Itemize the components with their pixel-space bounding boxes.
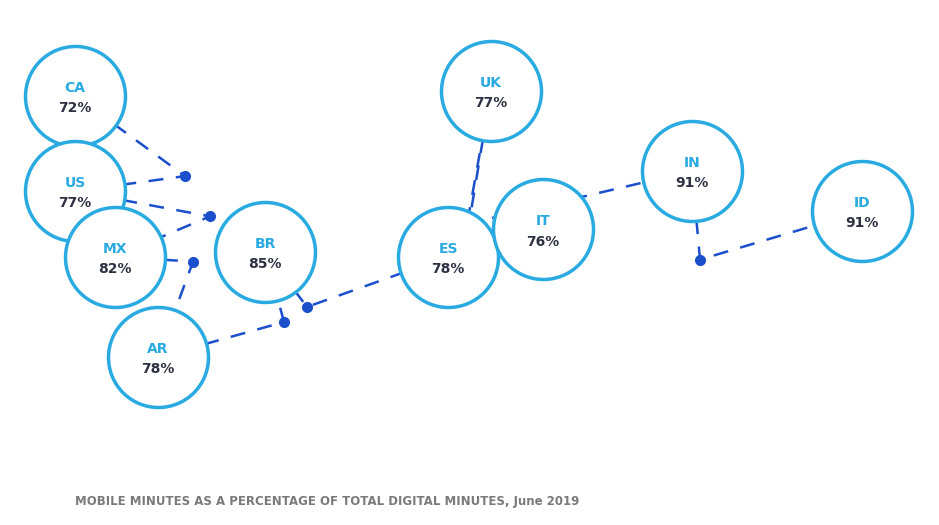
Text: 78%: 78% <box>141 362 175 376</box>
Text: IN: IN <box>684 156 700 170</box>
Text: ID: ID <box>854 196 870 211</box>
Text: 77%: 77% <box>58 196 92 211</box>
Text: 85%: 85% <box>248 257 282 271</box>
Text: ES: ES <box>439 242 457 256</box>
Text: CA: CA <box>65 80 85 94</box>
Text: 82%: 82% <box>99 261 131 276</box>
Text: 72%: 72% <box>58 101 92 114</box>
Text: 78%: 78% <box>431 261 465 276</box>
Text: BR: BR <box>254 237 276 250</box>
Text: 91%: 91% <box>845 216 879 230</box>
Text: MOBILE MINUTES AS A PERCENTAGE OF TOTAL DIGITAL MINUTES, June 2019: MOBILE MINUTES AS A PERCENTAGE OF TOTAL … <box>75 495 579 508</box>
Text: AR: AR <box>147 342 169 356</box>
Text: MX: MX <box>102 242 128 256</box>
Text: UK: UK <box>480 76 502 89</box>
Text: 76%: 76% <box>527 235 560 248</box>
Text: IT: IT <box>535 214 550 228</box>
Text: 77%: 77% <box>474 96 508 110</box>
Text: 91%: 91% <box>675 176 709 190</box>
Text: US: US <box>65 176 85 190</box>
